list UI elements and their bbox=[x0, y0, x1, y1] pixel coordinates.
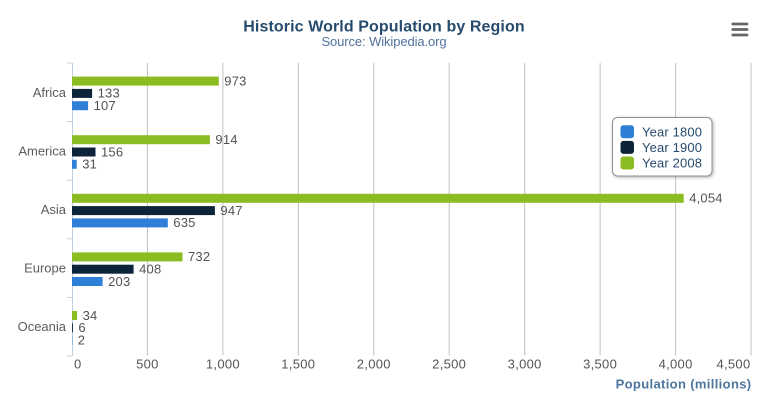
svg-text:1,500: 1,500 bbox=[281, 357, 315, 372]
svg-text:Source: Wikipedia.org: Source: Wikipedia.org bbox=[321, 34, 446, 49]
svg-text:156: 156 bbox=[101, 144, 123, 159]
svg-text:Historic World Population by R: Historic World Population by Region bbox=[243, 19, 524, 36]
svg-text:Year 1900: Year 1900 bbox=[642, 140, 702, 155]
svg-text:31: 31 bbox=[82, 157, 97, 172]
svg-text:4,000: 4,000 bbox=[659, 357, 693, 372]
svg-text:Asia: Asia bbox=[41, 202, 67, 217]
svg-text:6: 6 bbox=[78, 320, 85, 335]
svg-text:3,000: 3,000 bbox=[508, 357, 542, 372]
svg-text:107: 107 bbox=[94, 98, 116, 113]
svg-text:133: 133 bbox=[98, 86, 120, 101]
svg-text:408: 408 bbox=[139, 262, 161, 277]
svg-text:Oceania: Oceania bbox=[18, 319, 67, 334]
svg-text:973: 973 bbox=[224, 73, 246, 88]
svg-text:2: 2 bbox=[78, 332, 85, 347]
svg-text:947: 947 bbox=[220, 203, 242, 218]
svg-text:1,000: 1,000 bbox=[206, 357, 240, 372]
svg-text:4,054: 4,054 bbox=[689, 191, 723, 206]
svg-text:Year 1800: Year 1800 bbox=[642, 124, 702, 139]
svg-text:Population (millions): Population (millions) bbox=[616, 377, 752, 392]
svg-text:Africa: Africa bbox=[33, 85, 67, 100]
svg-text:Year 2008: Year 2008 bbox=[642, 156, 702, 171]
svg-text:2,500: 2,500 bbox=[432, 357, 466, 372]
svg-text:3,500: 3,500 bbox=[583, 357, 617, 372]
svg-text:Europe: Europe bbox=[24, 261, 66, 276]
svg-text:635: 635 bbox=[173, 215, 195, 230]
svg-text:4,500: 4,500 bbox=[716, 357, 750, 372]
svg-text:2,000: 2,000 bbox=[357, 357, 391, 372]
svg-text:0: 0 bbox=[74, 357, 82, 372]
svg-text:34: 34 bbox=[83, 308, 98, 323]
svg-text:203: 203 bbox=[108, 274, 130, 289]
svg-text:914: 914 bbox=[215, 132, 237, 147]
svg-text:500: 500 bbox=[136, 357, 159, 372]
svg-text:America: America bbox=[18, 143, 66, 158]
svg-text:732: 732 bbox=[188, 249, 210, 264]
